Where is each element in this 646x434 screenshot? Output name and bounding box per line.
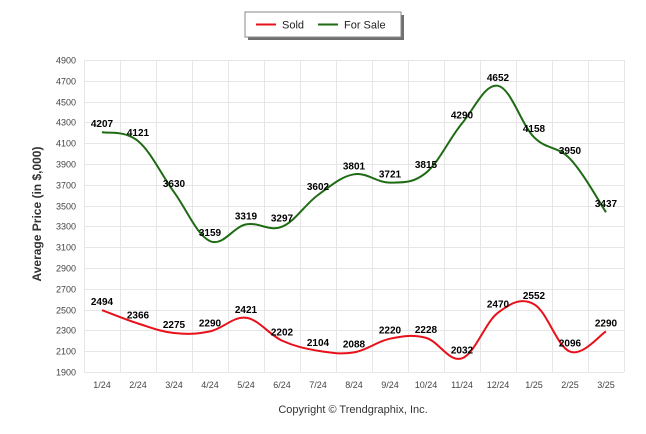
y-tick-label: 2700 bbox=[56, 285, 76, 295]
y-tick-label: 4500 bbox=[56, 98, 76, 108]
legend-item-sold: Sold bbox=[282, 20, 304, 32]
x-tick-label: 2/24 bbox=[129, 380, 147, 390]
data-label-sold: 2290 bbox=[595, 318, 618, 329]
y-tick-label: 2900 bbox=[56, 264, 76, 274]
legend: Sold For Sale bbox=[244, 11, 404, 40]
data-label-sold: 2421 bbox=[235, 305, 258, 316]
legend-item-for-sale: For Sale bbox=[344, 20, 386, 32]
data-label-for-sale: 4121 bbox=[127, 128, 150, 139]
copyright-credit: Copyright © Trendgraphix, Inc. bbox=[278, 404, 427, 416]
x-tick-label: 11/24 bbox=[451, 380, 473, 390]
data-label-sold: 2032 bbox=[451, 345, 474, 356]
y-axis-title: Average Price (in $,000) bbox=[30, 147, 44, 282]
data-label-for-sale: 4207 bbox=[91, 119, 114, 130]
series-group bbox=[101, 84, 607, 360]
y-tick-label: 4900 bbox=[56, 56, 76, 66]
data-label-sold: 2275 bbox=[163, 320, 186, 331]
y-tick-label: 4700 bbox=[56, 77, 76, 87]
data-label-sold: 2104 bbox=[307, 338, 330, 349]
y-tick-label: 4100 bbox=[56, 139, 76, 149]
data-label-for-sale: 3297 bbox=[271, 214, 294, 225]
y-tick-label: 2300 bbox=[56, 326, 76, 336]
x-tick-label: 3/25 bbox=[597, 380, 615, 390]
data-label-for-sale: 4158 bbox=[523, 124, 546, 135]
data-label-for-sale: 3602 bbox=[307, 182, 330, 193]
data-label-for-sale: 4290 bbox=[451, 110, 474, 121]
data-label-for-sale: 3721 bbox=[379, 170, 402, 181]
data-label-sold: 2494 bbox=[91, 297, 114, 308]
data-label-sold: 2366 bbox=[127, 311, 150, 322]
data-label-sold: 2470 bbox=[487, 300, 510, 311]
series-line-for-sale bbox=[101, 84, 607, 244]
series-line-sold bbox=[101, 300, 607, 360]
data-label-for-sale: 3319 bbox=[235, 211, 258, 222]
data-label-sold: 2096 bbox=[559, 339, 582, 350]
x-tick-label: 4/24 bbox=[201, 380, 219, 390]
x-tick-label: 10/24 bbox=[415, 380, 438, 390]
x-tick-label: 1/24 bbox=[93, 380, 111, 390]
x-tick-label: 2/25 bbox=[561, 380, 579, 390]
y-tick-label: 2500 bbox=[56, 306, 76, 316]
data-label-for-sale: 3801 bbox=[343, 161, 366, 172]
x-tick-label: 6/24 bbox=[273, 380, 291, 390]
x-tick-label: 3/24 bbox=[165, 380, 183, 390]
y-tick-label: 3700 bbox=[56, 181, 76, 191]
y-tick-label: 3300 bbox=[56, 222, 76, 232]
data-label-sold: 2202 bbox=[271, 328, 294, 339]
data-label-for-sale: 3437 bbox=[595, 199, 618, 210]
axes: Average Price (in $,000) 1900 2100 2300 250… bbox=[30, 56, 615, 391]
y-tick-label: 2100 bbox=[56, 347, 76, 357]
y-tick-label: 3100 bbox=[56, 243, 76, 253]
data-label-sold: 2088 bbox=[343, 339, 366, 350]
data-label-for-sale: 3630 bbox=[163, 179, 186, 190]
y-tick-label: 3900 bbox=[56, 160, 76, 170]
data-labels: 2494 2366 2275 2290 2421 2202 2104 2088 2220 2228… bbox=[91, 73, 618, 356]
data-label-sold: 2552 bbox=[523, 291, 546, 302]
data-label-sold: 2290 bbox=[199, 318, 222, 329]
data-label-sold: 2228 bbox=[415, 325, 438, 336]
y-tick-label: 3500 bbox=[56, 202, 76, 212]
x-tick-label: 5/24 bbox=[237, 380, 255, 390]
x-tick-label: 12/24 bbox=[487, 380, 510, 390]
data-label-for-sale: 3950 bbox=[559, 146, 582, 157]
x-tick-label: 8/24 bbox=[345, 380, 363, 390]
data-label-for-sale: 3815 bbox=[415, 160, 438, 171]
y-tick-label: 1900 bbox=[56, 368, 76, 378]
data-label-for-sale: 4652 bbox=[487, 73, 510, 84]
y-tick-label: 4300 bbox=[56, 118, 76, 128]
x-tick-label: 7/24 bbox=[309, 380, 327, 390]
data-label-sold: 2220 bbox=[379, 326, 402, 337]
grid bbox=[84, 60, 625, 373]
x-tick-label: 1/25 bbox=[525, 380, 543, 390]
data-label-for-sale: 3159 bbox=[199, 228, 222, 239]
x-tick-label: 9/24 bbox=[381, 380, 399, 390]
